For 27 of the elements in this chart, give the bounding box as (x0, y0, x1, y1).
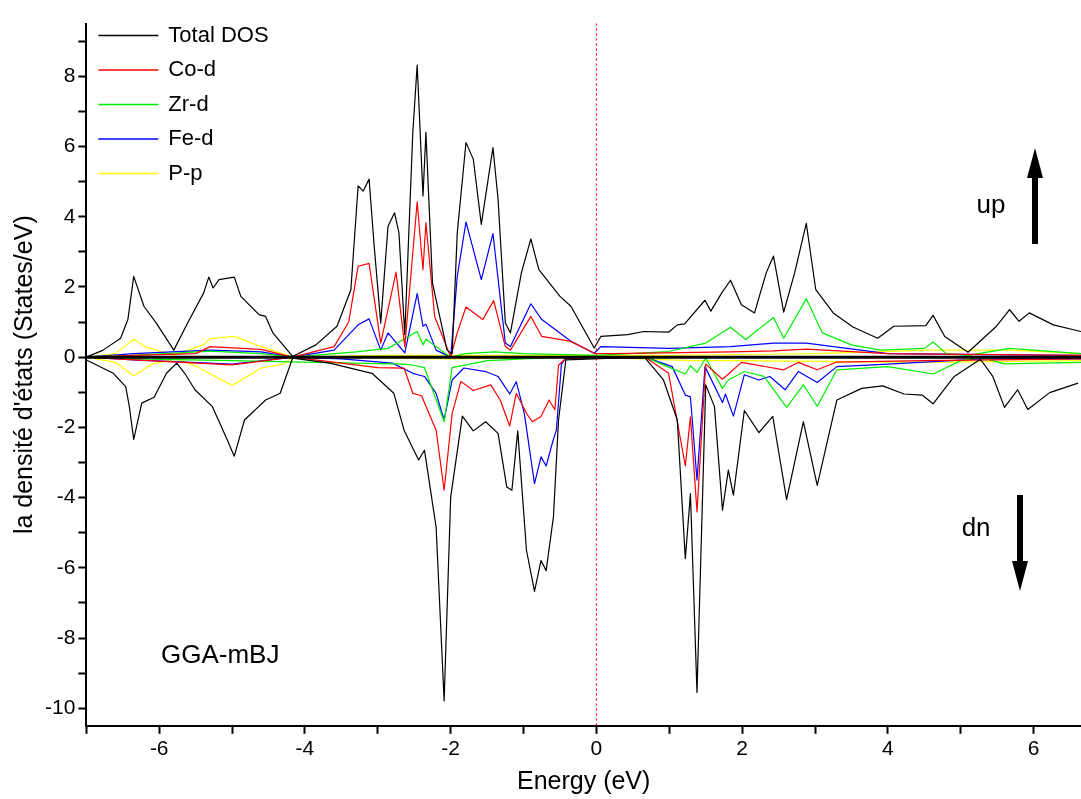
legend-label: Co-d (168, 56, 217, 82)
y-tick-label: -4 (56, 484, 76, 508)
y-tick-label: -6 (56, 554, 76, 578)
y-tick-label: 0 (63, 343, 76, 367)
y-tick-label: 4 (63, 203, 76, 227)
x-tick-label: -4 (295, 736, 315, 760)
y-tick-label: -8 (56, 624, 76, 648)
legend-label: P-p (168, 159, 203, 185)
x-tick-label: -6 (149, 736, 169, 760)
annotation: dn (961, 512, 991, 543)
x-tick-label: 6 (1027, 736, 1040, 760)
x-axis-title: Energy (eV) (516, 765, 651, 794)
y-tick-label: -10 (44, 695, 76, 719)
y-axis-title: la densité d'états (States/eV) (8, 215, 37, 535)
x-tick-label: 2 (736, 736, 749, 760)
legend-label: Total DOS (168, 21, 269, 47)
x-tick-label: 0 (590, 736, 603, 760)
x-tick-label: 4 (882, 736, 895, 760)
legend-label: Fe-d (168, 125, 214, 151)
y-tick-label: -2 (56, 414, 76, 438)
y-tick-label: 2 (63, 273, 76, 297)
annotation: up (976, 189, 1006, 220)
y-tick-label: 8 (63, 63, 76, 87)
annotation: GGA-mBJ (160, 638, 280, 669)
x-tick-label: -2 (441, 736, 461, 760)
y-tick-label: 6 (63, 133, 76, 157)
legend-label: Zr-d (168, 90, 209, 116)
